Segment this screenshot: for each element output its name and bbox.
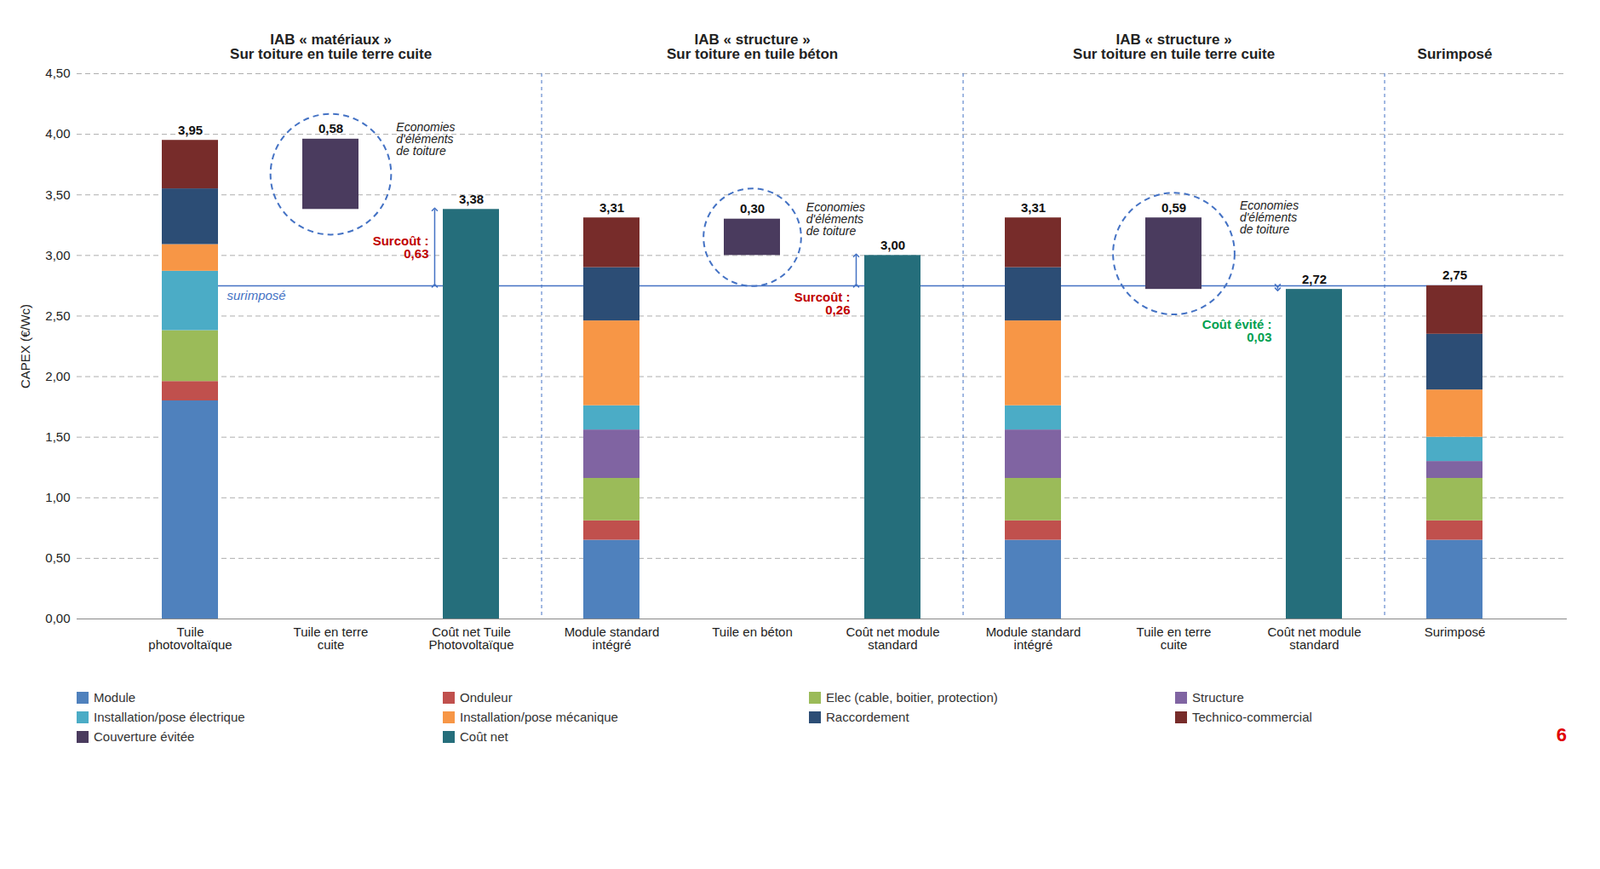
svg-text:IAB « structure »Sur toiture e: IAB « structure »Sur toiture en tuile te… — [1072, 31, 1275, 63]
svg-text:3,00: 3,00 — [880, 237, 906, 253]
svg-text:Coût évité :0,03: Coût évité :0,03 — [1202, 316, 1273, 345]
html-text:Structure: Structure — [1192, 689, 1244, 705]
svg-text:3,50: 3,50 — [45, 187, 70, 202]
html-text:Couverture évitée: Couverture évitée — [93, 728, 195, 744]
svg-text:Tuile en terrecuite: Tuile en terrecuite — [1136, 624, 1212, 652]
svg-text:Tuilephotovoltaïque: Tuilephotovoltaïque — [148, 624, 232, 652]
svg-text:1,00: 1,00 — [45, 489, 70, 505]
svg-text:CAPEX (€/Wc): CAPEX (€/Wc) — [17, 303, 33, 389]
svg-text:IAB « matériaux »Sur toiture e: IAB « matériaux »Sur toiture en tuile te… — [229, 31, 432, 63]
html-text:Technico-commercial: Technico-commercial — [1192, 709, 1313, 724]
svg-text:4,50: 4,50 — [45, 65, 70, 81]
svg-text:4,00: 4,00 — [45, 126, 70, 141]
svg-text:Economiesd'élémentsde toiture: Economiesd'élémentsde toiture — [1239, 198, 1299, 236]
svg-text:0,59: 0,59 — [1161, 200, 1187, 215]
svg-text:Surimposé: Surimposé — [1417, 45, 1493, 63]
svg-text:0,50: 0,50 — [45, 550, 70, 565]
svg-text:2,00: 2,00 — [45, 368, 70, 384]
svg-text:2,50: 2,50 — [45, 308, 70, 323]
svg-text:Coût net modulestandard: Coût net modulestandard — [845, 624, 940, 652]
svg-text:0,58: 0,58 — [318, 120, 344, 136]
html-text:Installation/pose mécanique: Installation/pose mécanique — [459, 709, 619, 724]
svg-text:0,30: 0,30 — [739, 200, 765, 216]
svg-text:2,75: 2,75 — [1442, 267, 1468, 282]
svg-text:Coût net TuilePhotovoltaïque: Coût net TuilePhotovoltaïque — [428, 624, 514, 652]
svg-text:3,31: 3,31 — [599, 200, 625, 215]
svg-text:3,38: 3,38 — [458, 191, 484, 207]
html-text:Coût net: Coût net — [459, 728, 509, 744]
svg-text:1,50: 1,50 — [45, 429, 70, 444]
svg-text:Economiesd'élémentsde toiture: Economiesd'élémentsde toiture — [395, 120, 455, 158]
svg-text:Module standardintégré: Module standardintégré — [986, 624, 1082, 652]
html-text:Installation/pose électrique: Installation/pose électrique — [93, 709, 245, 724]
html-text:Raccordement: Raccordement — [825, 709, 909, 724]
html-text:6: 6 — [1556, 723, 1567, 746]
svg-text:Surcoût :0,26: Surcoût :0,26 — [794, 289, 851, 317]
html-text:Module: Module — [93, 689, 136, 705]
svg-text:Tuile en béton: Tuile en béton — [711, 624, 793, 639]
svg-text:Economiesd'élémentsde toiture: Economiesd'élémentsde toiture — [806, 200, 866, 238]
svg-text:Tuile en terrecuite: Tuile en terrecuite — [293, 624, 369, 652]
svg-text:Module standardintégré: Module standardintégré — [564, 624, 660, 652]
svg-text:3,95: 3,95 — [177, 122, 203, 138]
svg-text:3,31: 3,31 — [1020, 200, 1046, 215]
svg-text:3,00: 3,00 — [45, 247, 70, 263]
svg-text:surimposé: surimposé — [227, 287, 287, 303]
html-text:Elec (cable, boitier, protecti: Elec (cable, boitier, protection) — [825, 689, 998, 705]
html-text:Onduleur: Onduleur — [459, 689, 513, 705]
svg-text:Coût net modulestandard: Coût net modulestandard — [1267, 624, 1361, 652]
svg-text:Surcoût :0,63: Surcoût :0,63 — [372, 233, 430, 261]
svg-text:0,00: 0,00 — [45, 610, 70, 626]
svg-text:2,72: 2,72 — [1301, 271, 1327, 287]
svg-text:IAB « structure »Sur toiture e: IAB « structure »Sur toiture en tuile bé… — [666, 31, 838, 63]
svg-text:Surimposé: Surimposé — [1424, 624, 1486, 639]
